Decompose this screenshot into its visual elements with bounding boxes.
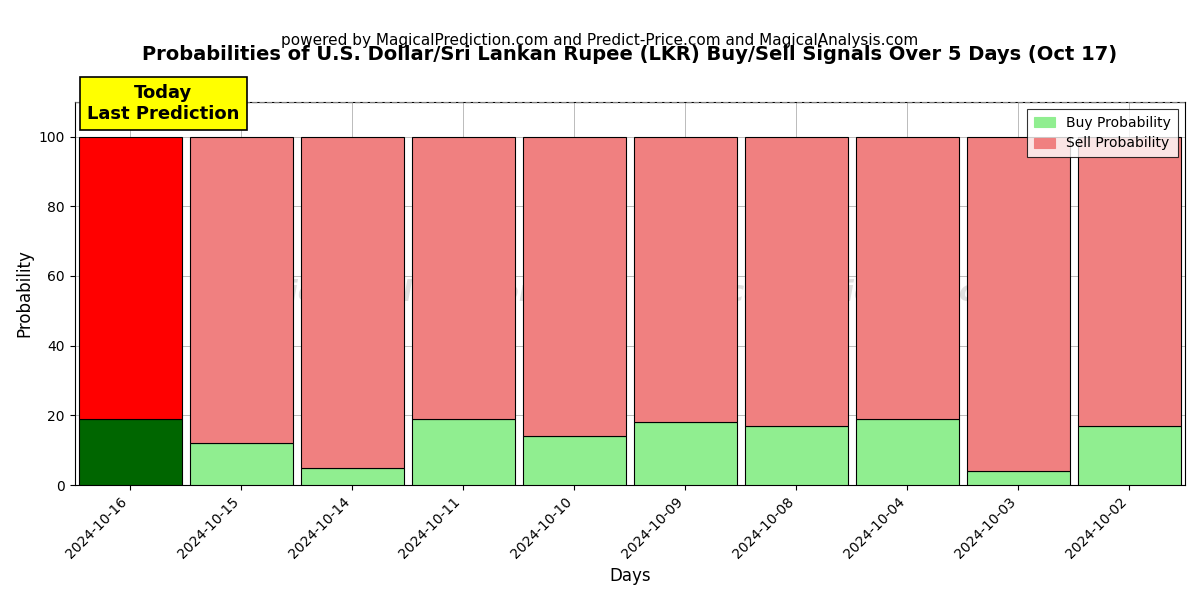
Bar [301,468,404,485]
Bar [301,137,404,468]
Text: Today
Last Prediction: Today Last Prediction [88,84,240,122]
Bar [1078,426,1181,485]
Bar [412,137,515,419]
Bar [523,137,626,436]
Bar [745,137,848,426]
Bar [78,419,182,485]
Bar [967,471,1070,485]
Bar [1078,137,1181,426]
Bar [967,137,1070,471]
Bar [856,137,959,419]
Bar [634,422,737,485]
Bar [412,419,515,485]
Text: MagicalAnalysis.com: MagicalAnalysis.com [223,280,548,307]
Bar [634,137,737,422]
Text: powered by MagicalPrediction.com and Predict-Price.com and MagicalAnalysis.com: powered by MagicalPrediction.com and Pre… [281,33,919,48]
Y-axis label: Probability: Probability [16,250,34,337]
X-axis label: Days: Days [610,567,650,585]
Bar [523,436,626,485]
Text: MagicalPrediction.com: MagicalPrediction.com [652,280,1007,307]
Title: Probabilities of U.S. Dollar/Sri Lankan Rupee (LKR) Buy/Sell Signals Over 5 Days: Probabilities of U.S. Dollar/Sri Lankan … [143,45,1117,64]
Bar [190,443,293,485]
Bar [190,137,293,443]
Bar [856,419,959,485]
Bar [78,137,182,419]
Bar [745,426,848,485]
Legend: Buy Probability, Sell Probability: Buy Probability, Sell Probability [1027,109,1178,157]
